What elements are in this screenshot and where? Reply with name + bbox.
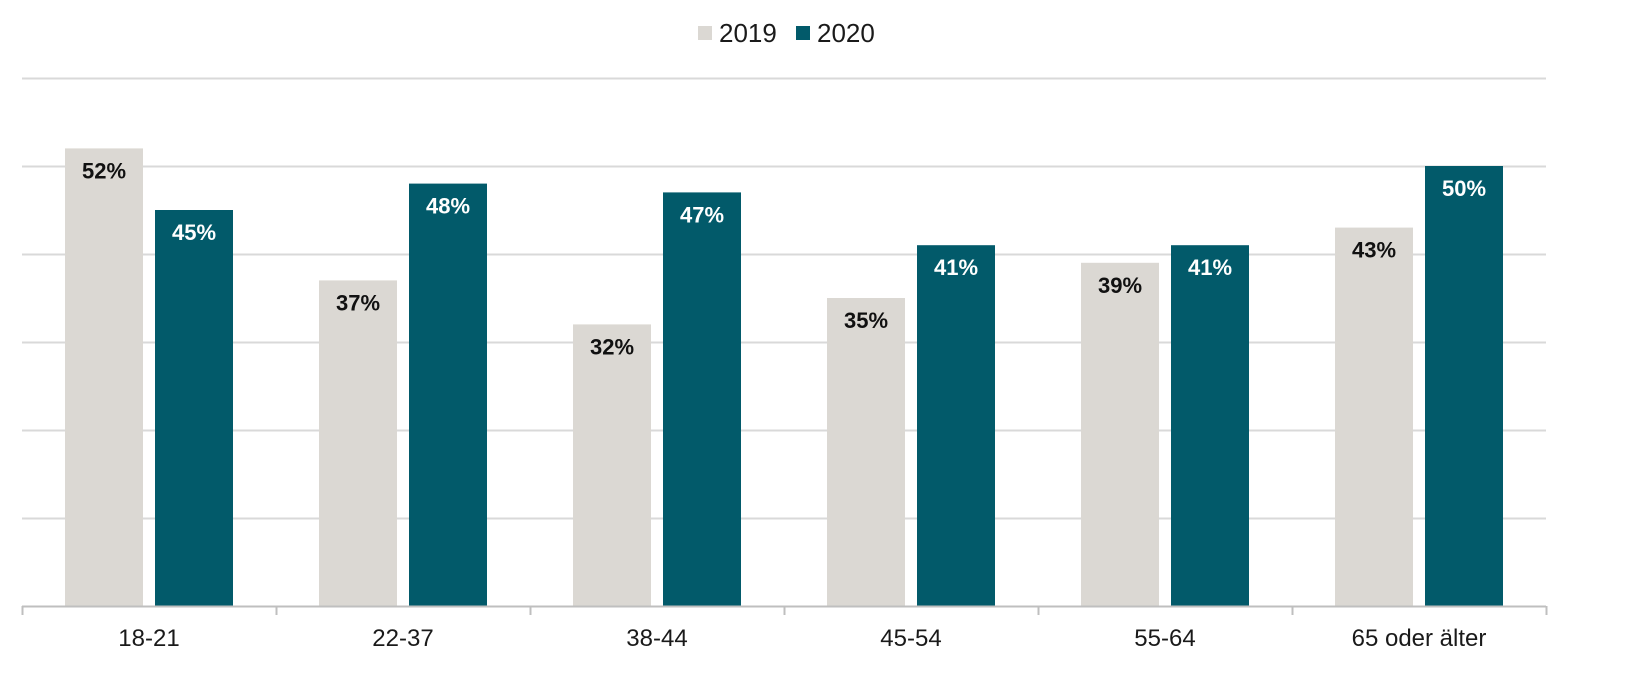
x-tick-label: 55-64 — [1134, 625, 1195, 652]
x-axis: 18-21 22-37 38-44 45-54 55-64 65 oder älter — [21, 605, 1548, 652]
data-label: 39% — [1098, 273, 1142, 298]
bars-group: 52% 45% 37% 48% 32% 47% 35% 41% 39% 41% 43% 50% — [65, 148, 1503, 606]
bar-2020-45-54 — [917, 245, 995, 606]
x-tick-label: 45-54 — [880, 625, 941, 652]
data-label: 41% — [1188, 255, 1232, 280]
bar-2019-38-44 — [573, 324, 651, 606]
x-tick-label: 22-37 — [372, 625, 433, 652]
legend-label-2020: 2020 — [817, 18, 875, 48]
bar-2020-18-21 — [155, 210, 233, 606]
x-tick-label: 18-21 — [118, 625, 179, 652]
bar-2019-22-37 — [319, 280, 397, 606]
bar-2019-55-64 — [1081, 262, 1159, 606]
data-label: 45% — [172, 220, 216, 245]
data-label: 35% — [844, 308, 888, 333]
data-label: 47% — [680, 202, 724, 227]
x-tick-label: 38-44 — [626, 625, 687, 652]
legend-swatch-2019 — [698, 26, 712, 40]
bar-2020-65-oder-älter — [1425, 166, 1503, 606]
data-label: 41% — [934, 255, 978, 280]
bar-2019-18-21 — [65, 148, 143, 606]
legend-label-2019: 2019 — [719, 18, 777, 48]
gridlines — [22, 77, 1546, 520]
bar-2020-55-64 — [1171, 245, 1249, 606]
legend-swatch-2020 — [796, 26, 810, 40]
bar-2019-45-54 — [827, 298, 905, 606]
data-label: 52% — [82, 158, 126, 183]
bar-2020-38-44 — [663, 192, 741, 606]
data-label: 50% — [1442, 176, 1486, 201]
bar-2020-22-37 — [409, 183, 487, 606]
data-label: 48% — [426, 194, 470, 219]
chart-legend: 2019 2020 — [698, 18, 875, 48]
data-label: 37% — [336, 290, 380, 315]
bar-2019-65-oder-älter — [1335, 227, 1413, 606]
data-label: 32% — [590, 334, 634, 359]
x-tick-label: 65 oder älter — [1352, 625, 1487, 652]
data-label: 43% — [1352, 238, 1396, 263]
